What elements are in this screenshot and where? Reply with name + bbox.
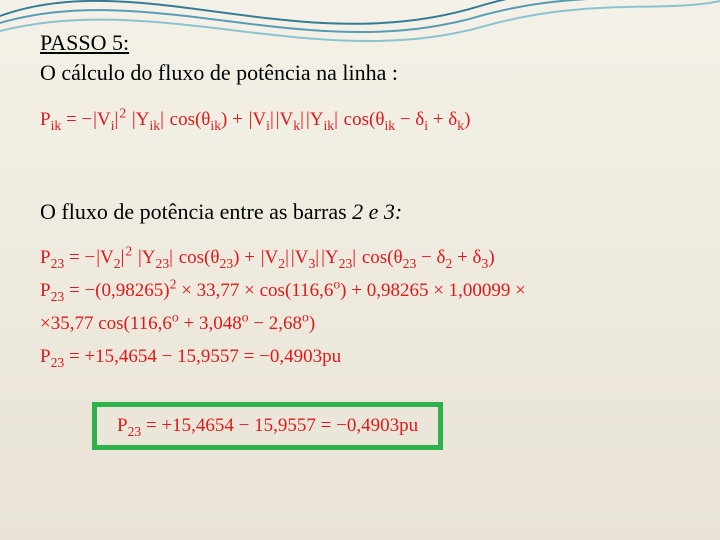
result-formula: P23 = +15,4654 − 15,9557 = −0,4903pu	[117, 415, 418, 437]
derivation-line-3: ×35,77 cos(116,6o + 3,048o − 2,68o)	[40, 307, 680, 340]
subheader-prefix: O fluxo de potência entre as barras	[40, 199, 352, 224]
subheader: O fluxo de potência entre as barras 2 e …	[40, 197, 680, 227]
step-label: PASSO 5:	[40, 28, 680, 58]
general-formula: Pik = −|Vi|2 |Yik| cos(θik) + |Vi||Vk||Y…	[40, 105, 680, 134]
derivation-line-2: P23 = −(0,98265)2 × 33,77 × cos(116,6o) …	[40, 274, 680, 307]
step-subtitle: O cálculo do fluxo de potência na linha …	[40, 58, 680, 88]
derivation-line-4: P23 = +15,4654 − 15,9557 = −0,4903pu	[40, 340, 680, 373]
result-box: P23 = +15,4654 − 15,9557 = −0,4903pu	[92, 402, 443, 450]
subheader-italic: 2 e 3:	[352, 199, 402, 224]
slide-content: PASSO 5: O cálculo do fluxo de potência …	[0, 0, 720, 470]
derivation-line-1: P23 = −|V2|2 |Y23| cos(θ23) + |V2||V3||Y…	[40, 241, 680, 274]
step-label-text: PASSO 5:	[40, 30, 129, 55]
derivation-block: P23 = −|V2|2 |Y23| cos(θ23) + |V2||V3||Y…	[40, 241, 680, 374]
